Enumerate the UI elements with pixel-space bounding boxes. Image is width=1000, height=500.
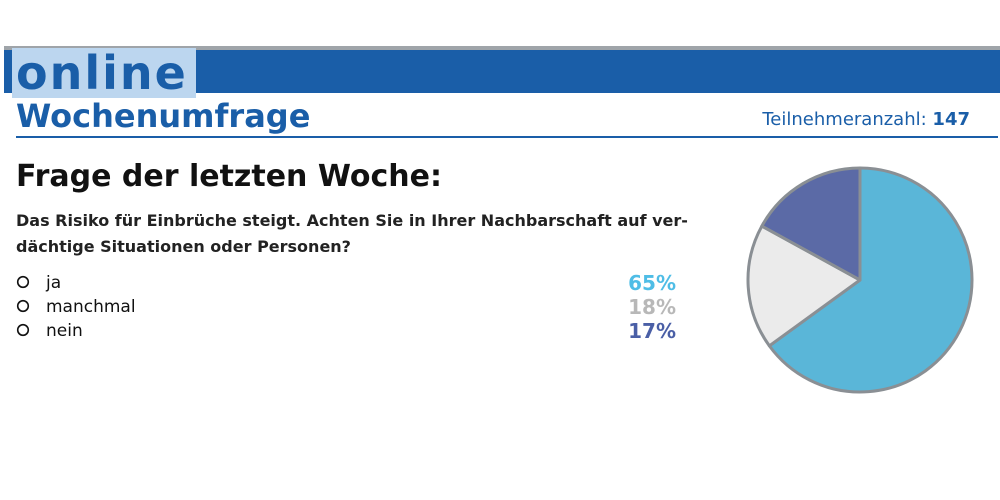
question-text: Das Risiko für Einbrüche steigt. Achten … xyxy=(16,211,688,256)
survey-panel: online Wochenumfrage Teilnehmeranzahl: 1… xyxy=(4,46,1000,418)
radio-circle-icon[interactable] xyxy=(16,275,30,289)
participant-label: Teilnehmeranzahl: xyxy=(762,109,927,130)
participant-count: Teilnehmeranzahl: 147 xyxy=(762,108,970,132)
question-heading: Frage der letzten Woche: xyxy=(16,159,442,194)
answer-percent: 18% xyxy=(628,295,676,319)
answer-percent: 17% xyxy=(628,319,676,343)
pie-slice-nein xyxy=(760,166,862,282)
top-rule xyxy=(4,46,1000,50)
pie-slice-ja xyxy=(767,166,974,394)
answer-percent: 65% xyxy=(628,271,676,295)
participant-number: 147 xyxy=(932,109,970,130)
pie-chart xyxy=(746,166,974,394)
brand-logo: online xyxy=(12,48,196,98)
page-title: Wochenumfrage xyxy=(16,97,311,135)
answer-list: ja 65% manchmal 18% nein 17% xyxy=(16,271,676,343)
answer-label: ja xyxy=(46,273,62,293)
answer-option-manchmal[interactable]: manchmal 18% xyxy=(16,295,676,319)
answer-label: nein xyxy=(46,321,83,341)
answer-option-nein[interactable]: nein 17% xyxy=(16,319,676,343)
answer-option-ja[interactable]: ja 65% xyxy=(16,271,676,295)
radio-circle-icon[interactable] xyxy=(16,323,30,337)
title-divider xyxy=(16,136,998,138)
pie-slice-manchmal xyxy=(746,224,862,348)
pie-chart-container xyxy=(740,160,980,400)
answer-label: manchmal xyxy=(46,297,136,317)
radio-circle-icon[interactable] xyxy=(16,299,30,313)
